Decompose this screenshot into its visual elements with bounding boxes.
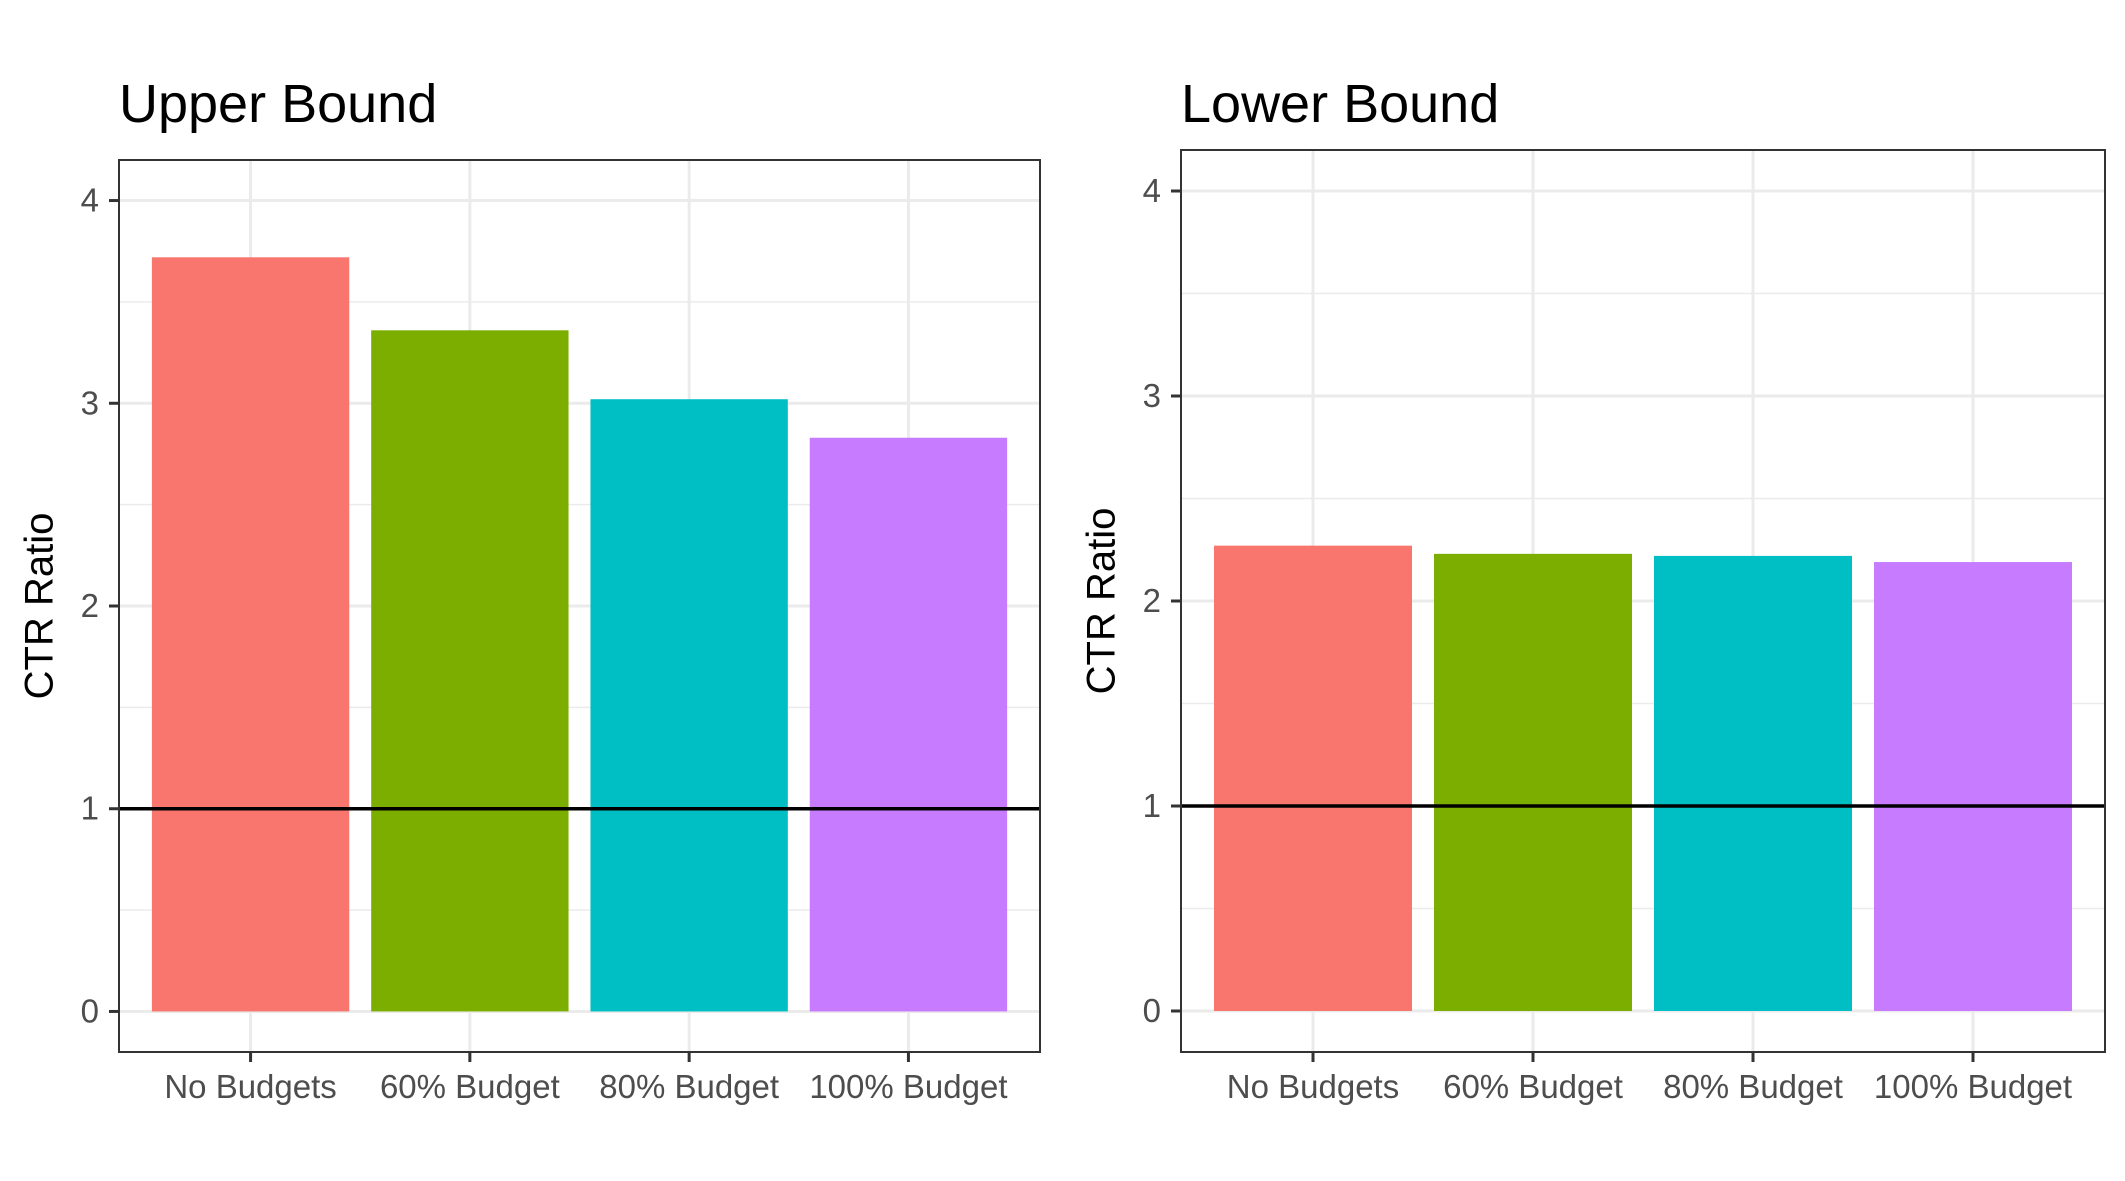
y-tick-label: 2	[81, 587, 99, 624]
panel-title: Upper Bound	[119, 74, 437, 134]
bar-60-budget	[1434, 553, 1632, 1011]
y-tick-label: 4	[1143, 172, 1161, 209]
bar-60-budget	[371, 330, 569, 1012]
bar-80-budget	[1654, 555, 1852, 1011]
y-tick-label: 3	[1143, 377, 1161, 414]
x-tick-label: 60% Budget	[380, 1068, 560, 1105]
y-tick-label: 3	[81, 384, 99, 421]
y-axis-title: CTR Ratio	[18, 513, 62, 700]
y-tick-label: 2	[1143, 582, 1161, 619]
x-tick-label: 80% Budget	[599, 1068, 779, 1105]
y-tick-label: 1	[81, 790, 99, 827]
x-tick-label: No Budgets	[164, 1068, 336, 1105]
y-tick-label: 4	[81, 182, 99, 219]
y-tick-label: 1	[1143, 787, 1161, 824]
lower-bound-panel: Lower Bound 0 1 2 3 4 No Budgets 60% Budget 80% …	[1080, 74, 2106, 1105]
x-tick-label: 100% Budget	[1874, 1068, 2072, 1105]
x-tick-label: 100% Budget	[809, 1068, 1007, 1105]
bar-100-budget	[1874, 562, 2072, 1011]
panel-title: Lower Bound	[1181, 74, 1499, 134]
x-tick-label: No Budgets	[1227, 1068, 1399, 1105]
upper-bound-panel: Upper Bound 0 1 2 3 4 No Budgets 60% Budget 80% …	[18, 74, 1041, 1105]
bar-no-budgets	[151, 257, 350, 1012]
bar-100-budget	[809, 437, 1008, 1012]
y-tick-label: 0	[81, 992, 99, 1029]
y-tick-label: 0	[1143, 992, 1161, 1029]
y-axis-title: CTR Ratio	[1080, 508, 1124, 695]
bar-80-budget	[590, 399, 788, 1012]
x-tick-label: 60% Budget	[1443, 1068, 1623, 1105]
x-tick-label: 80% Budget	[1663, 1068, 1843, 1105]
bar-no-budgets	[1214, 545, 1412, 1011]
